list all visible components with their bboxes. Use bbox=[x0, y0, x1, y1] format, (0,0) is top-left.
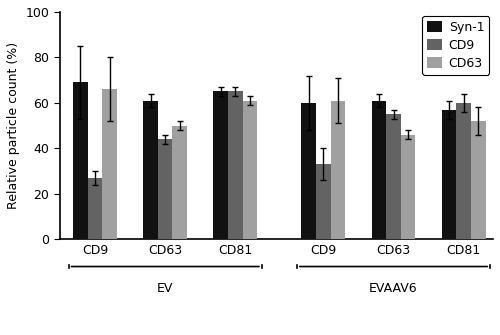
Bar bbox=[330, 100, 345, 239]
Text: EVAAV6: EVAAV6 bbox=[369, 282, 418, 295]
Bar bbox=[172, 126, 187, 239]
Bar bbox=[102, 89, 117, 239]
Bar bbox=[401, 135, 415, 239]
Bar bbox=[302, 103, 316, 239]
Bar bbox=[158, 139, 172, 239]
Bar bbox=[214, 91, 228, 239]
Bar bbox=[456, 103, 471, 239]
Text: EV: EV bbox=[157, 282, 174, 295]
Bar bbox=[143, 100, 158, 239]
Bar bbox=[316, 164, 330, 239]
Bar bbox=[88, 178, 102, 239]
Bar bbox=[243, 100, 258, 239]
Bar bbox=[442, 110, 456, 239]
Y-axis label: Relative particle count (%): Relative particle count (%) bbox=[7, 42, 20, 209]
Legend: Syn-1, CD9, CD63: Syn-1, CD9, CD63 bbox=[422, 16, 490, 75]
Bar bbox=[471, 121, 486, 239]
Bar bbox=[386, 114, 401, 239]
Bar bbox=[73, 82, 88, 239]
Bar bbox=[372, 100, 386, 239]
Bar bbox=[228, 91, 243, 239]
